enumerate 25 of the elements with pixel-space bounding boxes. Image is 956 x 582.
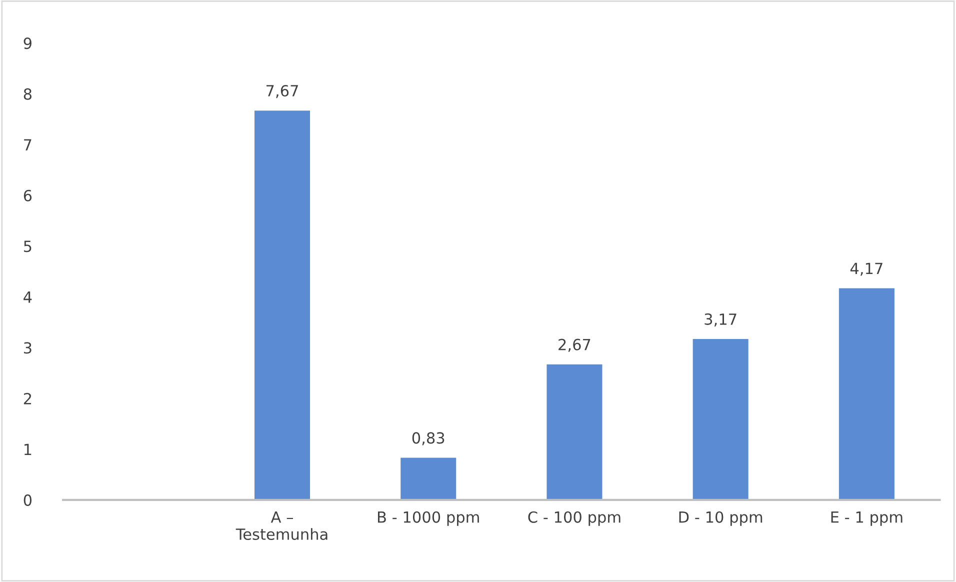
data-label: 4,17 xyxy=(850,262,882,276)
bar xyxy=(692,339,748,500)
data-label: 2,67 xyxy=(558,338,590,352)
x-tick-label: E - 1 ppm xyxy=(831,512,902,526)
y-tick-label: 5 xyxy=(24,240,32,252)
bar xyxy=(400,458,456,500)
y-tick-label: 4 xyxy=(24,292,32,303)
bar xyxy=(838,288,894,500)
y-tick-label: 1 xyxy=(24,444,32,455)
y-tick-label: 3 xyxy=(24,342,32,354)
bar xyxy=(546,364,602,500)
y-tick-label: 8 xyxy=(24,88,32,100)
x-tick-label: B - 1000 ppm xyxy=(378,511,479,526)
x-tick-label: A – Testemunha xyxy=(236,512,328,540)
y-tick-label: 9 xyxy=(24,38,32,50)
bar xyxy=(254,110,310,500)
data-label: 0,83 xyxy=(412,432,444,446)
y-tick-label: 6 xyxy=(24,190,32,202)
y-tick-label: 2 xyxy=(24,392,32,404)
y-tick-label: 0 xyxy=(24,494,32,506)
data-label: 7,67 xyxy=(266,84,298,98)
x-tick-label: D - 10 ppm xyxy=(679,511,762,526)
data-label: 3,17 xyxy=(704,313,736,327)
y-tick-label: 7 xyxy=(24,139,32,150)
x-tick-label: C - 100 ppm xyxy=(528,511,620,526)
